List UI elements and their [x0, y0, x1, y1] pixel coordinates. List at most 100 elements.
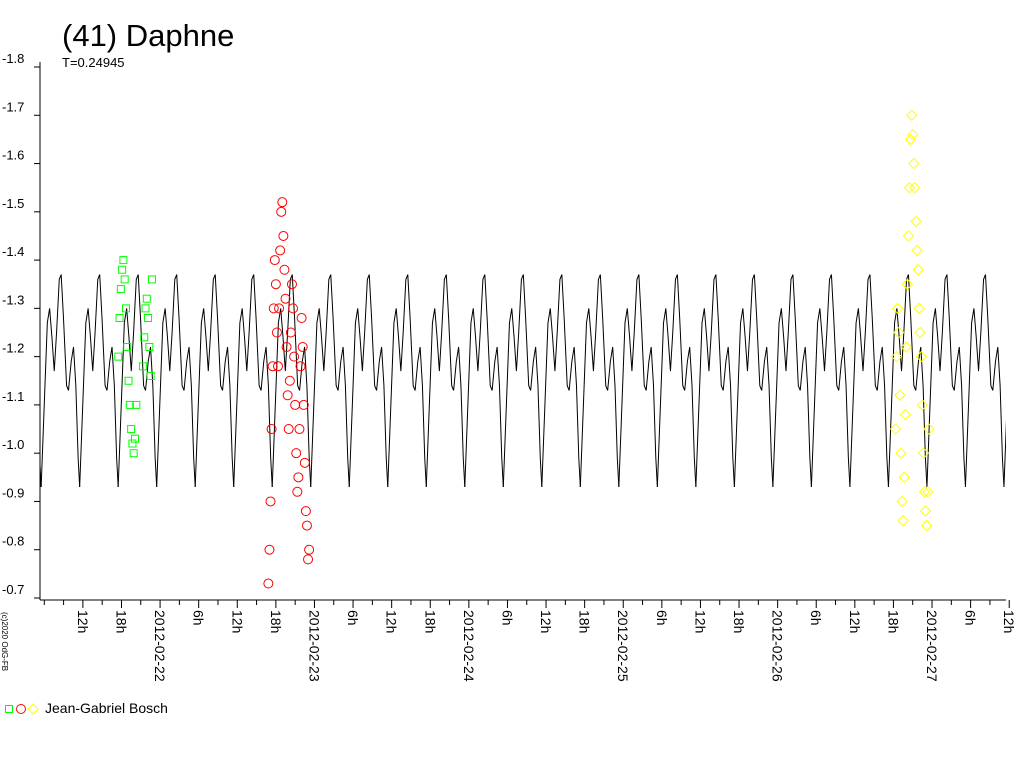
x-tick-label: 6h: [654, 610, 670, 626]
point: [295, 361, 306, 372]
model-line: [810, 274, 851, 487]
point: [907, 128, 919, 141]
x-tick-label: 6h: [963, 610, 979, 626]
point: [144, 314, 153, 323]
point: [896, 495, 908, 508]
model-line: [733, 274, 774, 487]
model-line: [618, 274, 658, 487]
point: [129, 449, 138, 458]
point: [911, 244, 923, 257]
model-line: [387, 274, 427, 487]
point: [273, 361, 284, 372]
x-tick-label: 2012-02-23: [306, 610, 322, 682]
y-tick-label: -1.0: [2, 437, 24, 452]
point: [145, 342, 154, 351]
point: [269, 255, 280, 266]
point: [265, 496, 276, 507]
point: [919, 505, 932, 517]
point: [303, 554, 314, 565]
point: [905, 109, 918, 121]
point: [291, 448, 302, 459]
legend-symbol: [27, 703, 39, 715]
point: [138, 362, 147, 371]
x-tick-label: 2012-02-25: [615, 610, 631, 682]
model-line: [194, 274, 235, 487]
point: [278, 230, 289, 241]
series: [114, 256, 156, 458]
point: [140, 333, 149, 342]
point: [902, 230, 915, 242]
series: [889, 109, 935, 532]
point: [294, 424, 305, 435]
x-tick-label: 6h: [808, 610, 824, 626]
point: [298, 399, 309, 410]
x-tick-label: 12h: [75, 610, 91, 633]
x-tick-label: 12h: [692, 610, 708, 633]
point: [895, 447, 907, 459]
y-tick-label: -1.5: [2, 196, 24, 211]
point: [916, 399, 929, 411]
model-line: [695, 274, 735, 487]
model-line: [233, 274, 273, 487]
point: [915, 350, 928, 363]
point: [893, 326, 905, 339]
point: [897, 515, 909, 527]
x-tick-label: 2012-02-24: [461, 610, 477, 682]
point: [147, 275, 156, 284]
point: [917, 447, 930, 459]
point: [922, 486, 934, 498]
model-line: [156, 274, 196, 487]
x-tick-label: 6h: [499, 610, 515, 626]
point: [268, 303, 279, 314]
point: [115, 314, 124, 323]
y-tick-label: -1.2: [2, 341, 24, 356]
point: [901, 278, 914, 290]
y-tick-label: -1.4: [2, 244, 24, 259]
x-tick-label: 18h: [113, 610, 129, 633]
copyright: (c)2020 OdG-FB: [0, 612, 9, 671]
point: [271, 327, 282, 338]
y-tick-label: -0.8: [2, 534, 24, 549]
model-line: [964, 274, 1005, 487]
legend-symbol: [16, 704, 26, 714]
point: [297, 341, 308, 352]
chart-title: (41) Daphne: [62, 18, 234, 53]
point: [912, 264, 924, 276]
point: [910, 215, 922, 228]
model-line: [79, 274, 119, 487]
point: [119, 256, 128, 265]
point: [283, 424, 294, 435]
x-tick-label: 2012-02-27: [924, 610, 940, 682]
model-line: [849, 274, 889, 487]
point: [285, 327, 296, 338]
point: [892, 302, 904, 315]
point: [120, 275, 129, 284]
point: [277, 197, 288, 208]
x-tick-label: 18h: [885, 610, 901, 633]
point: [909, 181, 921, 194]
point: [288, 303, 299, 314]
model-line: [772, 274, 812, 487]
point: [114, 352, 123, 361]
x-tick-label: 12h: [538, 610, 554, 633]
x-tick-label: 2012-02-26: [770, 610, 786, 682]
point: [276, 206, 287, 217]
point: [293, 472, 304, 483]
point: [121, 304, 130, 313]
y-tick-label: -1.7: [2, 99, 24, 114]
point: [284, 375, 295, 386]
point: [125, 400, 134, 409]
point: [127, 425, 136, 434]
x-tick-label: 6h: [191, 610, 207, 626]
point: [913, 302, 925, 315]
x-tick-label: 2012-02-22: [152, 610, 168, 682]
point: [296, 313, 307, 324]
model-line: [310, 274, 350, 487]
point: [290, 399, 301, 410]
model-line: [425, 274, 466, 487]
y-tick-label: -1.3: [2, 292, 24, 307]
y-tick-label: -0.7: [2, 582, 24, 597]
model-line: [117, 274, 158, 487]
point: [266, 424, 277, 435]
